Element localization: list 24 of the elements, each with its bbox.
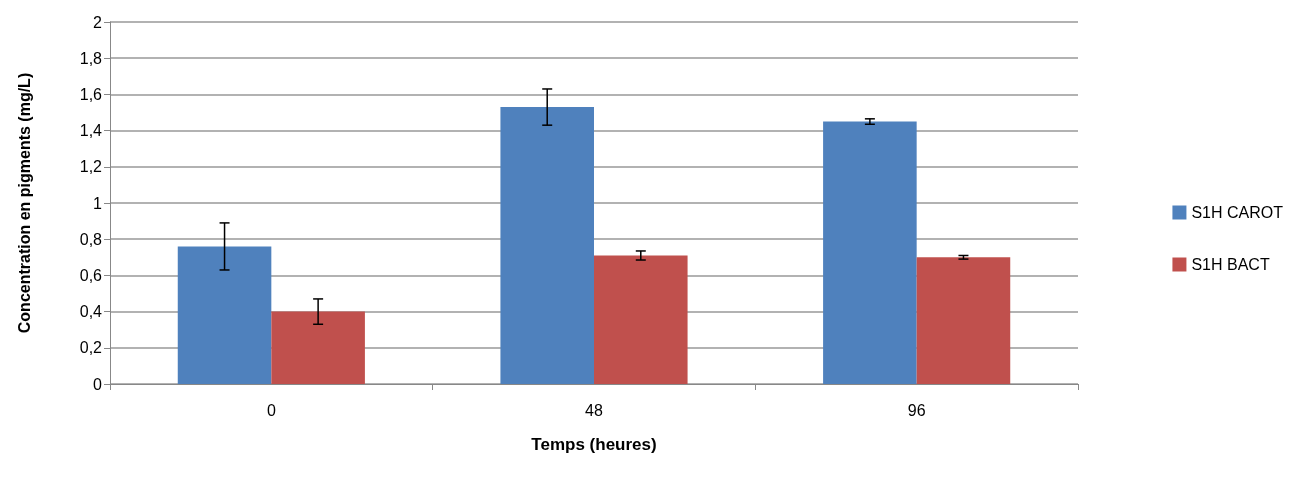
legend-label: S1H CAROT <box>1191 204 1284 221</box>
y-tick-label: 1 <box>93 194 103 212</box>
y-tick-label: 1,8 <box>79 49 103 67</box>
x-tick-label: 96 <box>907 401 926 419</box>
bar <box>916 257 1011 384</box>
bar <box>271 311 365 384</box>
y-tick-label: 0 <box>93 375 103 393</box>
y-tick-label: 0,8 <box>79 230 103 248</box>
bar <box>594 255 688 384</box>
x-tick-label: 48 <box>585 401 603 419</box>
bar <box>500 107 594 384</box>
y-tick-label: 1,2 <box>79 158 103 176</box>
x-axis-title: Temps (heures) <box>531 435 657 454</box>
y-tick-label: 0,4 <box>79 303 103 321</box>
bar <box>823 121 917 384</box>
bar <box>177 246 272 384</box>
y-tick-label: 2 <box>93 13 103 31</box>
y-tick-label: 1,6 <box>79 85 103 103</box>
y-tick-label: 0,2 <box>79 339 103 357</box>
legend-label: S1H BACT <box>1191 256 1270 273</box>
y-axis-title: Concentration en pigments (mg/L) <box>15 72 33 334</box>
y-tick-label: 0,6 <box>79 266 103 284</box>
y-tick-label: 1,4 <box>79 122 103 140</box>
x-tick-label: 0 <box>266 401 276 419</box>
